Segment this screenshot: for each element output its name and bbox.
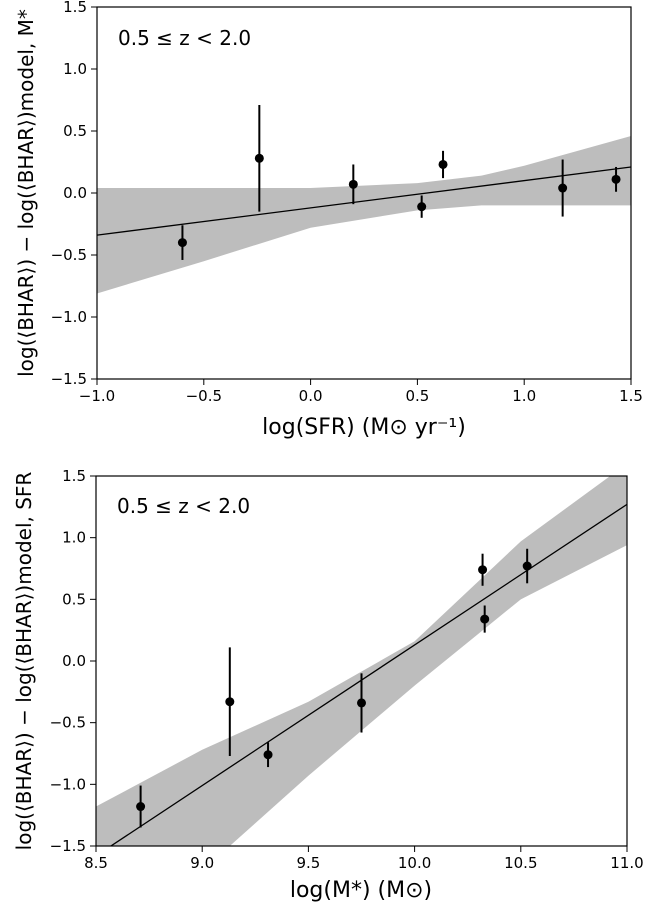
data-point: [225, 697, 235, 707]
y-tick-label: −1.0: [50, 775, 86, 793]
annotation-redshift: 0.5 ≤ z < 2.0: [118, 26, 251, 50]
y-axis-label: log(⟨BHAR⟩) − log(⟨BHAR⟩)model, SFR: [12, 472, 36, 851]
data-point: [478, 565, 488, 575]
data-point: [558, 183, 568, 193]
data-point: [177, 238, 187, 248]
chart-panel-sfr: −1.0 −0.5 0.0 0.5 1.0 1.5 −1.5−1.0−0.50.00.51…: [14, 0, 643, 440]
y-tick-label: 1.0: [62, 529, 86, 547]
x-axis-label: log(SFR) (M⊙ yr⁻¹): [262, 415, 466, 440]
x-tick-label: 9.0: [190, 854, 214, 872]
y-axis-label: log(⟨BHAR⟩) − log(⟨BHAR⟩)model, M*: [14, 9, 38, 377]
chart-panel-mass: 8.5 9.0 9.5 10.0 10.5 11.0 −1.5 −1.0 −0.5 0.0 0.5…: [12, 467, 644, 903]
data-point: [348, 179, 358, 189]
y-tick-label: 0.5: [63, 122, 87, 140]
data-point: [611, 174, 621, 184]
confidence-band: [96, 476, 627, 846]
x-tick-label: 9.5: [296, 854, 320, 872]
x-tick-label: 8.5: [84, 854, 108, 872]
x-tick-label: 1.5: [619, 387, 643, 405]
x-tick-label: 0.5: [405, 387, 429, 405]
data-point: [417, 202, 427, 212]
x-tick-label: 11.0: [610, 854, 643, 872]
x-axis-label: log(M*) (M⊙): [290, 878, 432, 903]
x-tick-label: −0.5: [186, 387, 222, 405]
annotation-redshift: 0.5 ≤ z < 2.0: [117, 494, 250, 518]
y-tick-label: −0.5: [51, 246, 87, 264]
x-tick-label: 1.0: [512, 387, 536, 405]
data-point: [254, 153, 264, 163]
confidence-band: [97, 135, 631, 294]
y-tick-label: −1.5: [51, 370, 87, 388]
y-tick-label: 1.0: [63, 60, 87, 78]
data-point: [357, 698, 366, 708]
y-tick-label: 0.0: [62, 652, 86, 670]
data-point: [522, 561, 532, 571]
data-point: [480, 614, 490, 624]
x-tick-label: 10.0: [398, 854, 431, 872]
y-tick-label: −0.5: [50, 714, 86, 732]
y-tick-label: 0.0: [63, 184, 87, 202]
x-tick-label: −1.0: [79, 387, 115, 405]
x-tick-label: 0.0: [299, 387, 323, 405]
y-tick-label: 0.5: [62, 590, 86, 608]
y-tick-label: −1.5: [50, 837, 86, 855]
fit-line: [97, 166, 631, 236]
x-tick-label: 10.5: [504, 854, 537, 872]
data-point: [136, 802, 146, 812]
data-point: [263, 750, 273, 760]
y-tick-label: 1.5: [62, 467, 86, 485]
y-tick-label: −1.0: [51, 308, 87, 326]
y-tick-label: 1.5: [63, 0, 87, 16]
data-point: [438, 159, 448, 169]
